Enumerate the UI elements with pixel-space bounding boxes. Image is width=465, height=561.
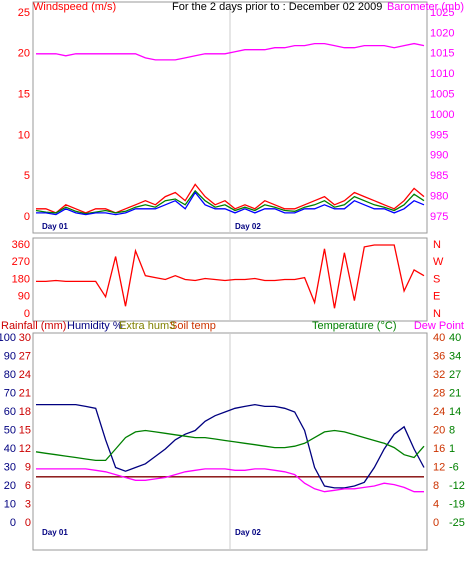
y-tick-label: 990 — [430, 150, 448, 162]
axis-label: Barometer (mb) — [387, 1, 464, 13]
y-tick-label: 1000 — [430, 109, 454, 121]
y-tick-label: 14 — [449, 406, 461, 418]
axis-label: Rainfall (mm) — [1, 320, 66, 332]
y-tick-label: 100 — [0, 332, 16, 344]
chart-title: For the 2 days prior to : December 02 20… — [172, 1, 382, 13]
y-tick-label: 980 — [430, 191, 448, 203]
y-tick-label: 40 — [433, 332, 445, 344]
y-tick-label: 0 — [25, 517, 31, 529]
y-tick-label: 40 — [4, 443, 16, 455]
y-tick-label: 3 — [25, 498, 31, 510]
axis-label: Soil temp — [170, 320, 216, 332]
day-label: Day 02 — [235, 528, 261, 537]
y-tick-label: 60 — [4, 406, 16, 418]
y-tick-label: 30 — [19, 332, 31, 344]
y-tick-label: 12 — [19, 443, 31, 455]
y-tick-label: 9 — [25, 461, 31, 473]
y-tick-label: 20 — [433, 424, 445, 436]
y-tick-label: 0 — [10, 517, 16, 529]
y-tick-label: 360 — [12, 239, 30, 251]
y-tick-label: 10 — [4, 498, 16, 510]
y-tick-label: E — [433, 291, 440, 303]
y-tick-label: 995 — [430, 129, 448, 141]
series-line — [35, 189, 425, 215]
y-tick-label: 80 — [4, 369, 16, 381]
axis-label: Windspeed (m/s) — [33, 1, 116, 13]
axis-label: Temperature (°C) — [312, 320, 396, 332]
y-tick-label: 90 — [4, 350, 16, 362]
y-tick-label: 1015 — [430, 48, 454, 60]
y-tick-label: 24 — [19, 369, 31, 381]
y-tick-label: 90 — [18, 291, 30, 303]
y-tick-label: -25 — [449, 517, 465, 529]
y-tick-label: 270 — [12, 256, 30, 268]
y-tick-label: N — [433, 308, 441, 320]
y-tick-label: 32 — [433, 369, 445, 381]
y-tick-label: 70 — [4, 387, 16, 399]
header-label: Extra hum3 — [119, 320, 175, 332]
y-tick-label: 975 — [430, 211, 448, 223]
series-line — [36, 191, 425, 216]
y-tick-label: 36 — [433, 350, 445, 362]
y-tick-label: -19 — [449, 498, 465, 510]
y-tick-label: 180 — [12, 273, 30, 285]
y-tick-label: 30 — [4, 461, 16, 473]
y-tick-label: 21 — [19, 387, 31, 399]
series-line — [35, 429, 425, 462]
y-tick-label: 20 — [4, 480, 16, 492]
y-tick-label: 1025 — [430, 7, 454, 19]
series-line — [36, 244, 425, 309]
series-line — [36, 183, 425, 214]
y-tick-label: 40 — [449, 332, 461, 344]
y-tick-label: 1 — [449, 443, 455, 455]
y-tick-label: 50 — [4, 424, 16, 436]
day-label: Day 02 — [235, 222, 261, 231]
y-tick-label: 1010 — [430, 68, 454, 80]
y-tick-label: 18 — [19, 406, 31, 418]
y-tick-label: 21 — [449, 387, 461, 399]
series-line — [36, 468, 424, 493]
y-tick-label: 0 — [24, 211, 30, 223]
day-label: Day 01 — [42, 222, 68, 231]
y-tick-label: 10 — [18, 129, 30, 141]
axis-label: Humidity % — [67, 320, 123, 332]
y-tick-label: 15 — [18, 89, 30, 101]
series-line — [36, 403, 425, 489]
y-tick-label: -6 — [449, 461, 459, 473]
y-tick-label: 25 — [18, 7, 30, 19]
y-tick-label: 0 — [433, 517, 439, 529]
y-tick-label: 12 — [433, 461, 445, 473]
y-tick-label: -12 — [449, 480, 465, 492]
y-tick-label: 5 — [24, 170, 30, 182]
y-tick-label: 8 — [449, 424, 455, 436]
series-line — [36, 42, 425, 61]
y-tick-label: 0 — [24, 308, 30, 320]
day-label: Day 01 — [42, 528, 68, 537]
y-tick-label: 27 — [449, 369, 461, 381]
y-tick-label: 8 — [433, 480, 439, 492]
y-tick-label: 34 — [449, 350, 461, 362]
y-tick-label: S — [433, 273, 440, 285]
y-tick-label: 6 — [25, 480, 31, 492]
y-tick-label: W — [433, 256, 444, 268]
y-tick-label: 985 — [430, 170, 448, 182]
y-tick-label: 24 — [433, 406, 445, 418]
y-tick-label: 15 — [19, 424, 31, 436]
y-tick-label: 1005 — [430, 89, 454, 101]
y-tick-label: 28 — [433, 387, 445, 399]
y-tick-label: 20 — [18, 48, 30, 60]
y-tick-label: N — [433, 239, 441, 251]
y-tick-label: 1020 — [430, 27, 454, 39]
y-tick-label: 27 — [19, 350, 31, 362]
y-tick-label: 16 — [433, 443, 445, 455]
y-tick-label: 4 — [433, 498, 439, 510]
legend-label: Dew Point — [414, 320, 464, 332]
